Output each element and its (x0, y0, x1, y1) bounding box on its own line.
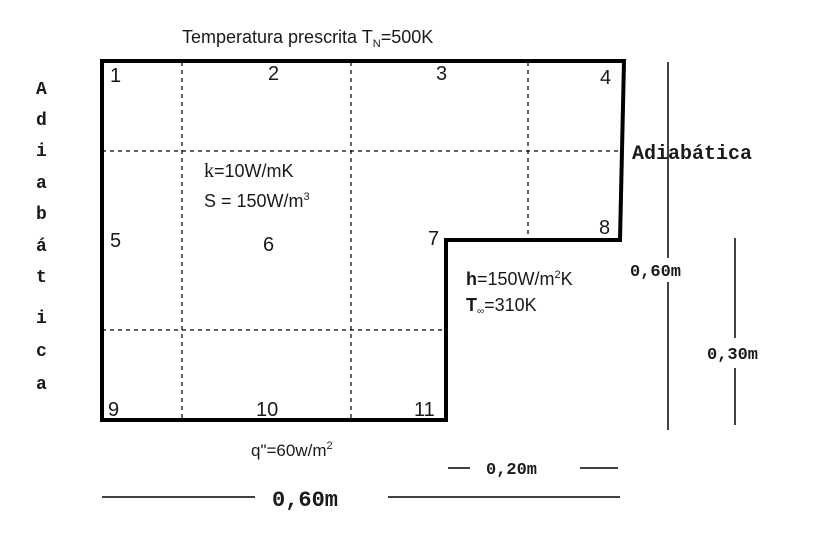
left-adiabatic-letter: d (36, 111, 47, 131)
node-label: 8 (599, 217, 610, 239)
width-total-label: 0,60m (272, 488, 338, 513)
left-adiabatic-letter: a (36, 375, 47, 395)
node-label: 3 (436, 63, 447, 85)
conductivity-label: k=10W/mK (204, 160, 294, 182)
right-adiabatic-label: Adiabática (632, 143, 752, 166)
node-labels: 1 2 3 4 5 6 7 8 9 10 11 (108, 63, 611, 421)
node-label: 10 (256, 399, 278, 421)
left-adiabatic-letter: t (36, 268, 47, 288)
dimension-lines (102, 62, 736, 498)
diagram-title: Temperatura prescrita TN=500K (182, 27, 433, 50)
heat-flux-label: q"=60w/m2 (251, 440, 333, 460)
node-label: 4 (600, 67, 611, 89)
left-adiabatic-letter: A (36, 80, 47, 100)
node-label: 1 (110, 65, 121, 87)
left-adiabatic-letter: c (36, 342, 47, 362)
domain-outline (100, 59, 627, 422)
node-label: 6 (263, 234, 274, 256)
height-partial-label: 0,30m (707, 346, 758, 365)
ambient-temperature-label: T∞=310K (466, 295, 537, 317)
left-adiabatic-letter: á (36, 237, 47, 257)
node-label: 2 (268, 63, 279, 85)
convection-coefficient-label: h=150W/m2K (466, 269, 573, 289)
left-adiabatic-label: A d i a b á t i c a (36, 80, 47, 395)
node-label: 11 (414, 399, 435, 421)
node-label: 5 (110, 230, 121, 252)
width-partial-label: 0,20m (486, 461, 537, 480)
left-adiabatic-letter: b (36, 205, 47, 225)
node-label: 9 (108, 399, 119, 421)
left-adiabatic-letter: i (36, 309, 47, 329)
left-adiabatic-letter: i (36, 142, 47, 162)
height-total-label: 0,60m (630, 263, 681, 282)
left-adiabatic-letter: a (36, 174, 47, 194)
grid-lines (102, 62, 620, 420)
node-label: 7 (428, 228, 439, 250)
heat-source-label: S = 150W/m3 (204, 191, 310, 211)
